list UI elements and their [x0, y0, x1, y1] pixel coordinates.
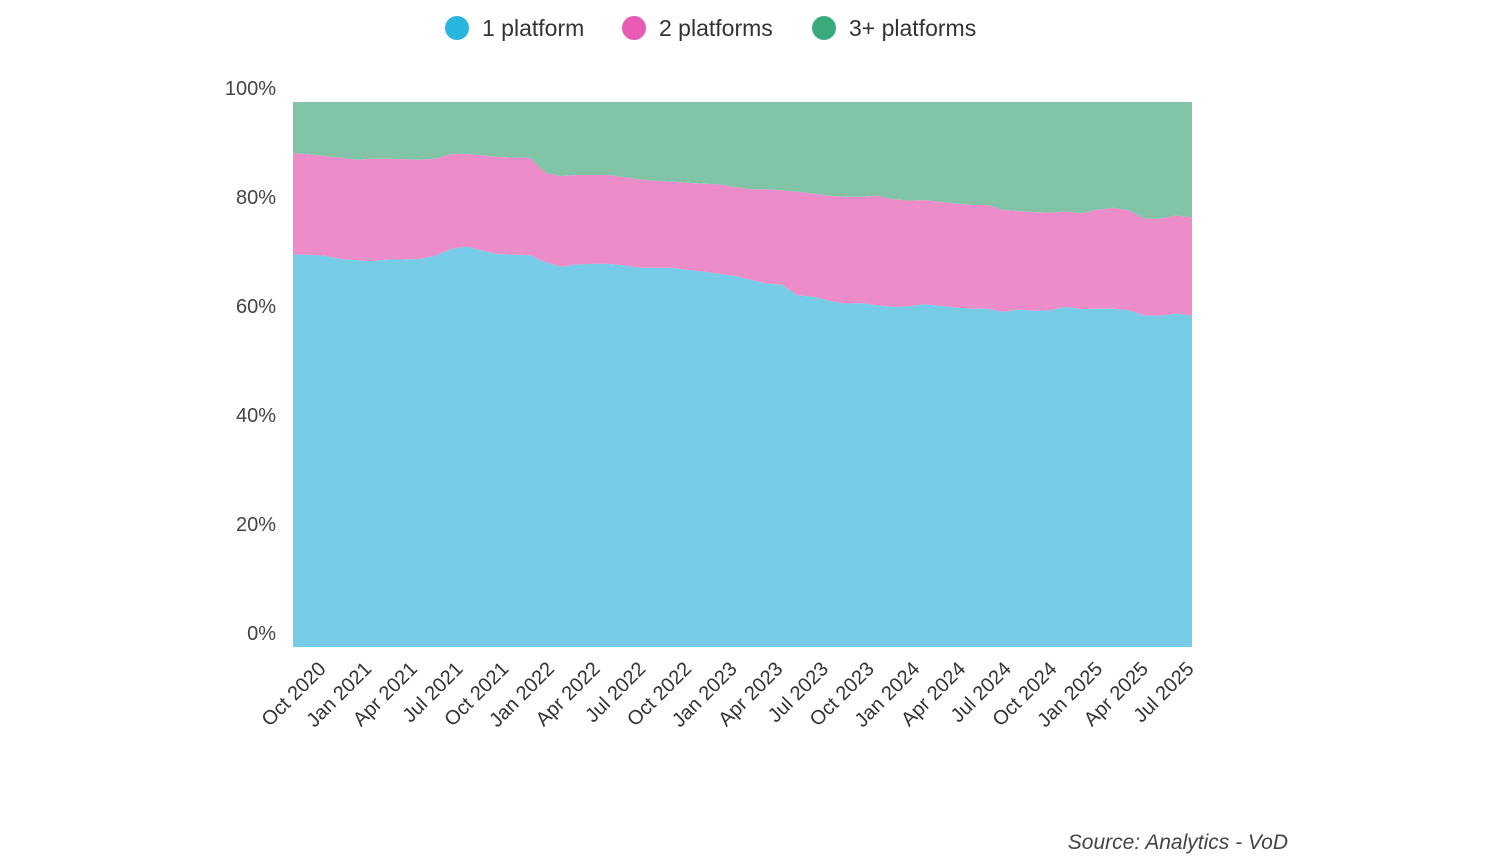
y-tick-label: 100%: [225, 78, 276, 100]
plot-area: [293, 102, 1192, 647]
source-note: Source: Analytics - VoD: [1068, 831, 1288, 854]
legend-label: 2 platforms: [659, 15, 773, 41]
legend-item[interactable]: 1 platform: [445, 15, 584, 41]
y-tick-label: 80%: [236, 187, 276, 209]
legend-item[interactable]: 3+ platforms: [812, 15, 976, 41]
y-tick-label: 20%: [236, 514, 276, 536]
area-3-platforms: [293, 102, 1192, 219]
legend-marker: [622, 16, 646, 40]
y-tick-label: 60%: [236, 296, 276, 318]
legend-marker: [812, 16, 836, 40]
y-tick-label: 0%: [247, 623, 276, 645]
legend-marker: [445, 16, 469, 40]
area-1-platform: [293, 246, 1192, 647]
legend-label: 3+ platforms: [849, 15, 976, 41]
y-tick-label: 40%: [236, 405, 276, 427]
legend-label: 1 platform: [482, 15, 584, 41]
y-axis: 0% 20% 40% 60% 80% 100%: [225, 78, 276, 645]
legend: 1 platform 2 platforms 3+ platforms: [445, 15, 976, 41]
legend-item[interactable]: 2 platforms: [622, 15, 773, 41]
area-2-platforms: [293, 153, 1192, 316]
